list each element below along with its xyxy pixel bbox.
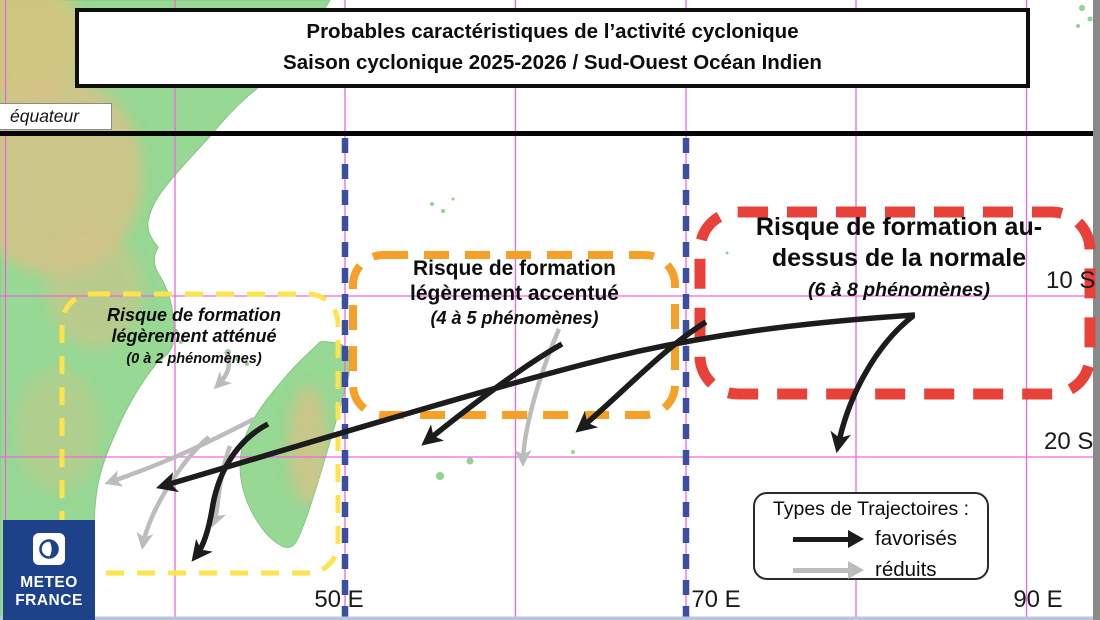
- title-line1: Probables caractéristiques de l’activité…: [306, 20, 799, 44]
- meteo-france-logo-text: METEO FRANCE: [15, 574, 83, 610]
- lake: [154, 220, 166, 240]
- latitude-label-10s: 10 S: [1046, 267, 1096, 294]
- zone-label-attenue: Risque de formation légèrement atténué (…: [106, 305, 281, 368]
- title-line2: Saison cyclonique 2025-2026 / Sud-Ouest …: [283, 51, 822, 74]
- zone-label-accentue: Risque de formation légèrement accentué …: [410, 257, 619, 329]
- meteo-france-logo-icon: [33, 533, 65, 565]
- black-arrow-icon: [793, 530, 864, 548]
- equator-label: équateur: [0, 103, 112, 130]
- longitude-label-70e: 70 E: [691, 586, 741, 613]
- legend-item-reduits: réduits: [755, 557, 987, 583]
- legend-item-favorises: favorisés: [755, 526, 987, 552]
- map-bottom-frame: [0, 616, 1093, 620]
- latitude-label-20s: 20 S: [1044, 428, 1094, 455]
- trajectory-legend: Types de Trajectoires : favorisés réduit…: [753, 492, 989, 583]
- gray-arrow-icon: [793, 561, 864, 579]
- longitude-label-90e: 90 E: [1013, 586, 1063, 613]
- lake: [162, 250, 172, 266]
- meteo-france-logo: METEO FRANCE: [3, 520, 95, 620]
- zone-label-normale: Risque de formation au- dessus de la nor…: [755, 213, 1043, 301]
- map-right-frame: [1093, 0, 1100, 620]
- title-box: Probables caractéristiques de l’activité…: [75, 8, 1030, 88]
- legend-title: Types de Trajectoires :: [772, 498, 970, 520]
- longitude-label-50e: 50 E: [314, 586, 364, 613]
